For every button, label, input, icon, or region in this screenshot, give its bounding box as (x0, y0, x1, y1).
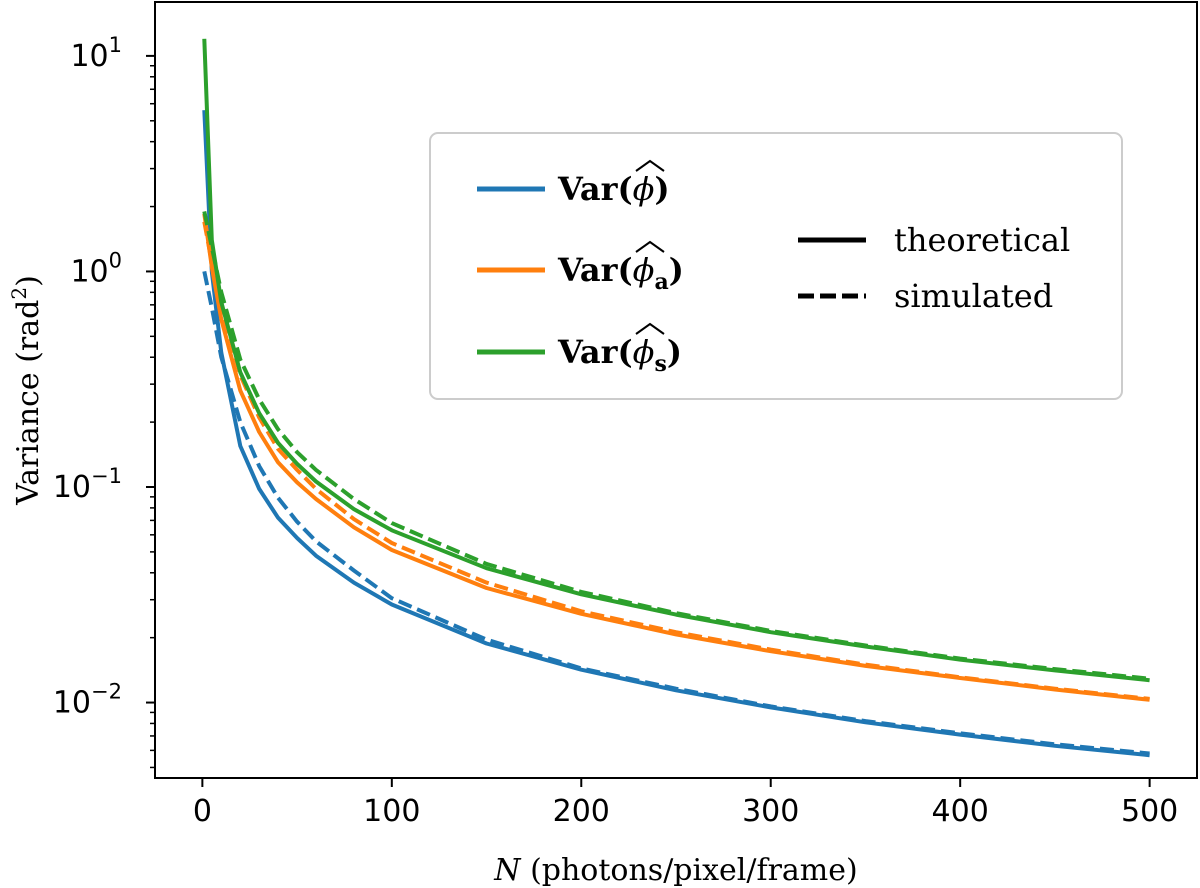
y-tick-label-3: 10−2 (53, 680, 122, 721)
x-tick-label-1: 100 (363, 794, 420, 829)
series-line-5 (202, 210, 1150, 681)
y-axis-title: Variance (rad2) (7, 275, 46, 506)
legend-style-label-theoretical: theoretical (894, 221, 1070, 259)
legend-hat-var_a (635, 240, 665, 253)
x-tick-label-0: 0 (193, 794, 212, 829)
x-tick-label-2: 200 (553, 794, 610, 829)
x-axis-variable: N (493, 853, 522, 888)
ticks-layer: 0 100 200 300 400 500 101 100 10−1 10−2 (53, 33, 1178, 829)
series-layer (202, 38, 1150, 758)
x-tick-label-3: 300 (742, 794, 799, 829)
y-tick-label-2: 10−1 (53, 464, 122, 505)
y-axis-title-sup: 2 (7, 287, 31, 300)
x-axis-title: N (photons/pixel/frame) (493, 853, 857, 888)
y-axis-title-close: ) (11, 275, 46, 287)
y-axis-title-main: Variance (rad (11, 300, 46, 506)
legend-label-var_a: Var(ϕa) (557, 251, 684, 295)
y-tick-label-0: 101 (70, 33, 122, 74)
series-line-2 (202, 213, 1150, 702)
legend-hat-var_s (635, 322, 665, 335)
y-tick-label-1: 100 (70, 248, 122, 289)
x-tick-label-4: 400 (932, 794, 989, 829)
legend-box (429, 132, 1123, 400)
legend: Var(ϕ) Var(ϕa) Var(ϕs) theoretical simulated (429, 132, 1123, 400)
legend-label-var: Var(ϕ) (557, 170, 670, 208)
x-tick-label-5: 500 (1121, 794, 1178, 829)
legend-label-var_s: Var(ϕs) (557, 333, 682, 377)
series-line-1 (202, 270, 1150, 756)
plot-frame (154, 1, 1198, 779)
legend-style-label-simulated: simulated (894, 277, 1053, 315)
x-axis-unit: (photons/pixel/frame) (521, 853, 858, 888)
legend-hat-var (635, 159, 665, 172)
